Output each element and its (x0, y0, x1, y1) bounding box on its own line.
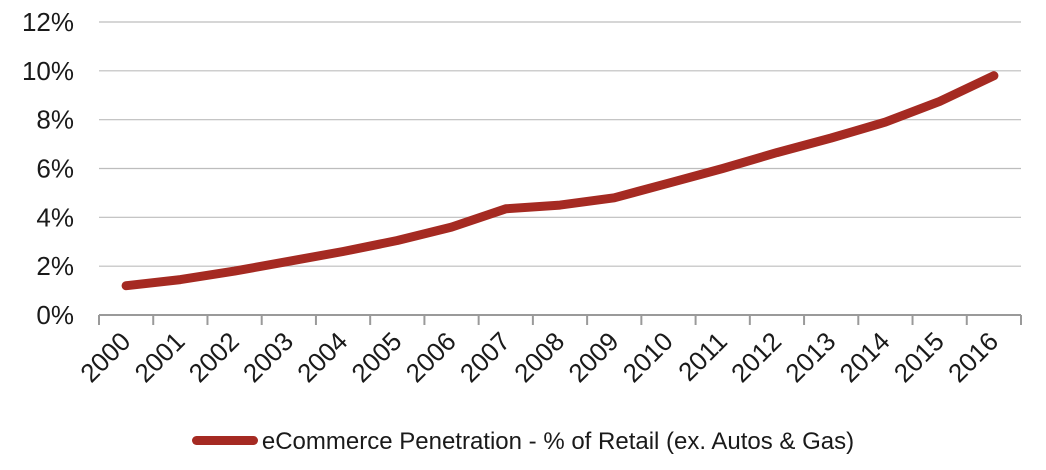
legend: eCommerce Penetration - % of Retail (ex.… (0, 428, 1046, 456)
y-tick-label: 4% (36, 202, 74, 232)
x-tick-label: 2006 (400, 326, 462, 388)
y-tick-label: 8% (36, 105, 74, 135)
series-line (121, 71, 999, 291)
x-tick-label: 2007 (454, 326, 516, 388)
y-tick-label: 2% (36, 251, 74, 281)
x-tick-label: 2012 (725, 326, 787, 388)
x-tick-label: 2005 (345, 326, 407, 388)
y-axis-ticks: 0% 2% 4% 6% 8% 10% 12% (22, 7, 74, 330)
x-tick-label: 2002 (183, 326, 245, 388)
x-tick-label: 2014 (834, 326, 896, 388)
x-tick-label: 2003 (237, 326, 299, 388)
x-tick-label: 2001 (128, 326, 190, 388)
y-tick-label: 0% (36, 300, 74, 330)
x-tick-label: 2008 (508, 326, 570, 388)
x-tick-label: 2015 (888, 326, 950, 388)
x-axis-ticks: 2000200120022003200420052006200720082009… (74, 315, 1022, 388)
x-tick-label: 2010 (617, 326, 679, 388)
legend-swatch (191, 436, 258, 446)
gridlines (99, 21, 1021, 267)
y-tick-label: 6% (36, 154, 74, 184)
x-tick-label: 2000 (74, 326, 136, 388)
y-tick-label: 10% (22, 56, 74, 86)
x-tick-label: 2011 (672, 326, 733, 387)
x-tick-label: 2013 (779, 326, 841, 388)
y-tick-label: 12% (22, 7, 74, 37)
x-tick-label: 2009 (562, 326, 624, 388)
series-layer (121, 71, 999, 291)
x-tick-label: 2004 (291, 326, 353, 388)
x-tick-label: 2016 (942, 326, 1004, 388)
legend-label: eCommerce Penetration - % of Retail (ex.… (261, 428, 855, 455)
line-chart: 0%2%4%6%8%10%12% 20002001200220032004200… (22, 7, 1022, 388)
